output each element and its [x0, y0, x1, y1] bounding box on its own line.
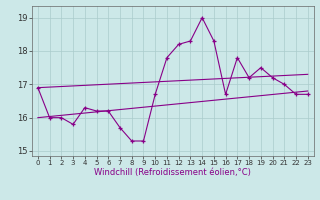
X-axis label: Windchill (Refroidissement éolien,°C): Windchill (Refroidissement éolien,°C) — [94, 168, 251, 177]
